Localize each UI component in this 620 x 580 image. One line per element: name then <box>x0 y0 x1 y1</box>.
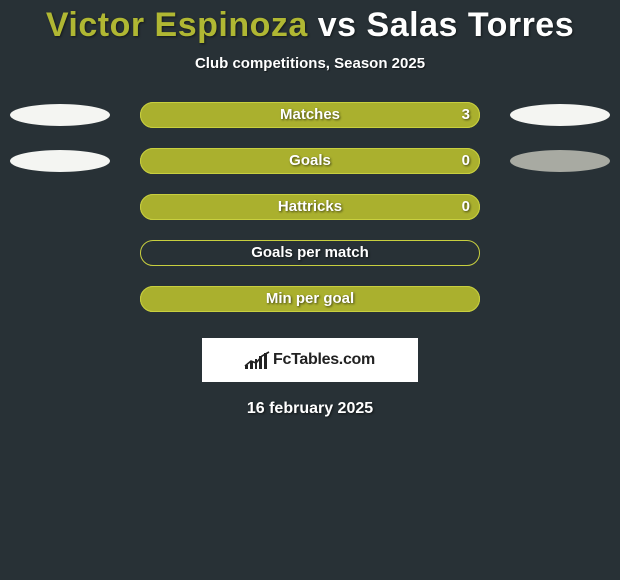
player1-marker <box>10 104 110 126</box>
stat-value: 3 <box>462 102 470 128</box>
stat-row: Goals per match <box>0 240 620 266</box>
date-label: 16 february 2025 <box>247 400 373 418</box>
stat-row: Matches3 <box>0 102 620 128</box>
stat-label: Matches <box>140 102 480 128</box>
stat-label: Goals <box>140 148 480 174</box>
chart-trend-line <box>244 351 270 367</box>
subtitle: Club competitions, Season 2025 <box>195 55 425 72</box>
player2-marker <box>510 150 610 172</box>
stat-row: Min per goal <box>0 286 620 312</box>
player2-name: Salas Torres <box>367 6 575 44</box>
player2-marker <box>510 104 610 126</box>
comparison-card: Victor Espinoza vs Salas Torres Club com… <box>0 0 620 418</box>
stat-value: 0 <box>462 148 470 174</box>
chart-icon <box>245 351 267 369</box>
stat-label: Goals per match <box>140 240 480 266</box>
stats-list: Matches3Goals0Hattricks0Goals per matchM… <box>0 102 620 312</box>
stat-bar: Min per goal <box>140 286 480 312</box>
stat-bar: Goals0 <box>140 148 480 174</box>
stat-row: Hattricks0 <box>0 194 620 220</box>
stat-label: Hattricks <box>140 194 480 220</box>
stat-value: 0 <box>462 194 470 220</box>
player1-marker <box>10 150 110 172</box>
stat-label: Min per goal <box>140 286 480 312</box>
stat-bar: Matches3 <box>140 102 480 128</box>
page-title: Victor Espinoza vs Salas Torres <box>46 6 574 45</box>
player1-name: Victor Espinoza <box>46 6 308 44</box>
logo-box: FcTables.com <box>202 338 418 382</box>
stat-bar: Hattricks0 <box>140 194 480 220</box>
vs-separator: vs <box>318 6 357 44</box>
stat-bar: Goals per match <box>140 240 480 266</box>
stat-row: Goals0 <box>0 148 620 174</box>
logo-text: FcTables.com <box>273 351 375 369</box>
